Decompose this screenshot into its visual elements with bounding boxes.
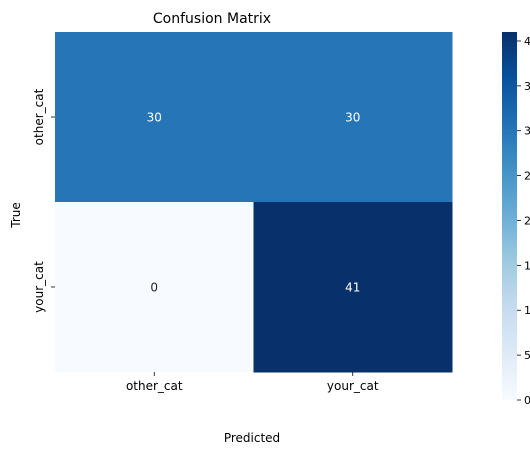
y-tick-label: other_cat [32, 88, 46, 145]
colorbar-tick-label: 15 [524, 259, 530, 272]
colorbar-tick-label: 25 [524, 170, 530, 183]
x-tick-labels: other_cat your_cat [126, 372, 379, 393]
colorbar-tick-label: 10 [524, 304, 530, 317]
cell-value-label: 30 [345, 111, 360, 125]
heatmap-cell [55, 202, 254, 373]
colorbar-tick-label: 5 [524, 349, 530, 362]
colorbar-tick-label: 30 [524, 125, 530, 138]
colorbar-tick-label: 0 [524, 394, 530, 407]
colorbar-tick-label: 35 [524, 80, 530, 93]
heatmap-cells [55, 32, 453, 373]
cell-annotations: 30 30 0 41 [147, 111, 361, 295]
x-tick-label: your_cat [327, 379, 379, 393]
y-tick-label: your_cat [32, 261, 46, 313]
x-tick-label: other_cat [126, 379, 183, 393]
heatmap-cell [55, 32, 254, 203]
cell-value-label: 30 [147, 111, 162, 125]
x-axis-label: Predicted [224, 431, 280, 445]
cell-value-label: 0 [150, 281, 158, 295]
chart-title: Confusion Matrix [153, 11, 271, 27]
colorbar [502, 32, 517, 400]
heatmap-cell [253, 202, 453, 373]
y-tick-labels: other_cat your_cat [32, 88, 55, 313]
colorbar-tick-label: 40 [524, 35, 530, 48]
y-axis-label: True [9, 202, 23, 229]
heatmap-cell [253, 32, 453, 203]
colorbar-ticks: 0 5 10 15 20 25 30 35 40 [517, 35, 530, 407]
colorbar-tick-label: 20 [524, 214, 530, 227]
cell-value-label: 41 [345, 281, 360, 295]
